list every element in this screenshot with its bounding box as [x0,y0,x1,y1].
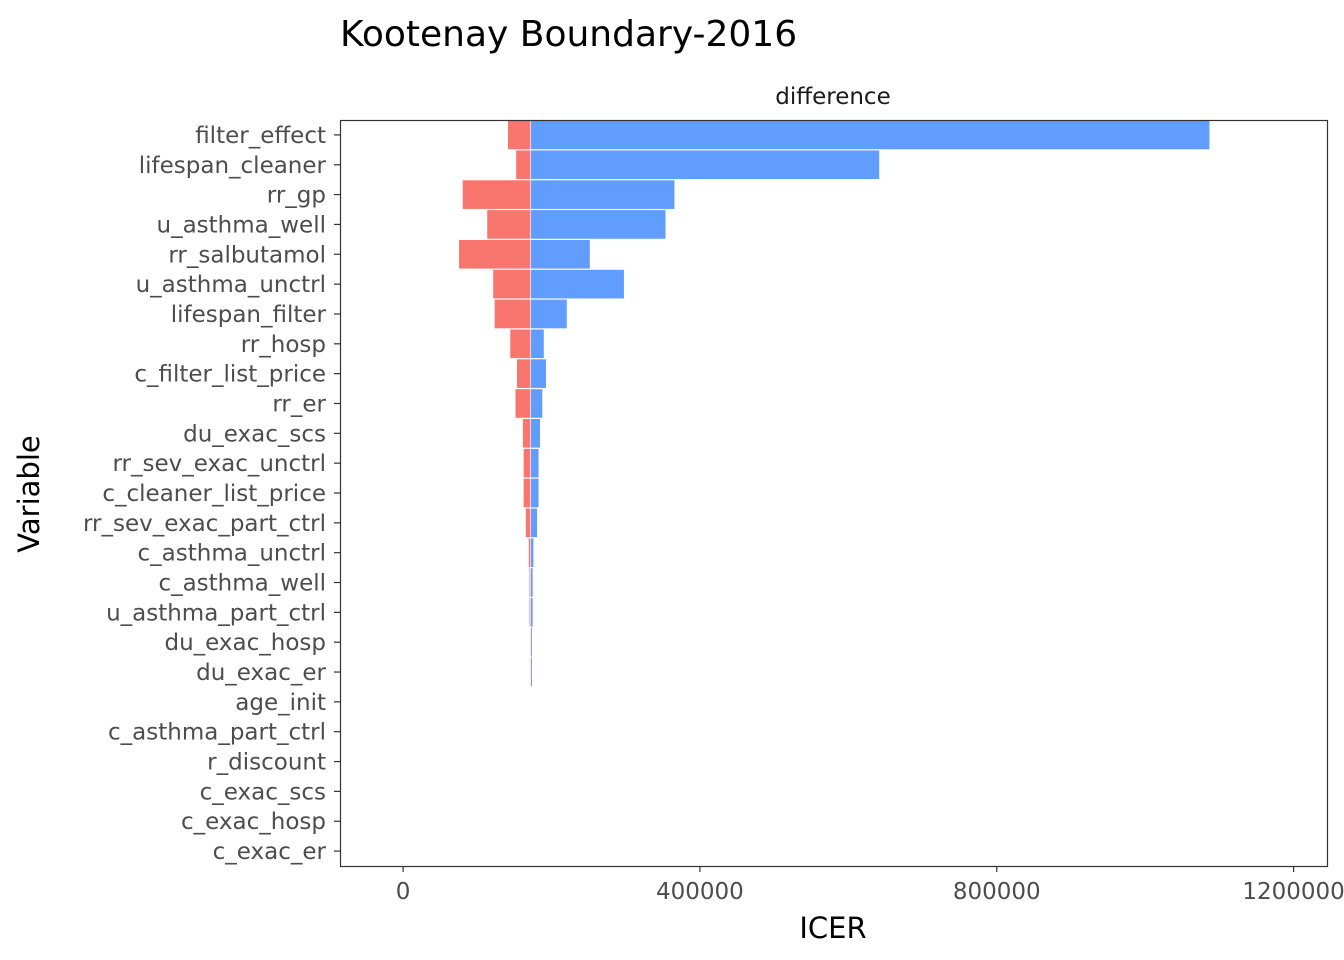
y-tick-label: c_exac_scs [200,779,326,805]
x-tick-label: 400000 [656,879,744,905]
bar-high-rr-salbutamol [530,239,591,270]
bar-low-c-filter-list-price [516,358,532,389]
bar-high-c-cleaner-list-price [530,478,540,508]
bar-high-rr-sev-exac-part-ctrl [530,507,538,538]
bar-high-c-exac-er [530,836,532,867]
y-tick-label: c_cleaner_list_price [102,481,326,507]
y-tick-label: filter_effect [195,123,326,149]
bar-low-rr-sev-exac-part-ctrl [525,507,532,538]
y-tick-label: c_exac_er [213,839,327,865]
y-tick-label: du_exac_hosp [164,630,326,656]
y-tick-label: u_asthma_unctrl [136,272,326,298]
y-tick-label: c_exac_hosp [181,809,326,835]
y-tick-label: du_exac_scs [183,421,326,447]
y-axis-title: Variable [12,435,46,552]
y-tick-label: lifespan_cleaner [139,153,327,179]
bar-high-c-filter-list-price [530,358,547,389]
y-tick-label: rr_er [272,391,326,417]
bar-high-c-asthma-part-ctrl [530,716,532,747]
panel-border [339,119,1329,868]
bar-low-rr-salbutamol [458,239,532,270]
bar-low-lifespan-cleaner [515,149,532,180]
facet-strip-label: difference [775,84,890,110]
bars-layer [458,119,1211,867]
bar-low-rr-sev-exac-unctrl [522,448,532,479]
y-tick-label: c_asthma_unctrl [138,541,326,567]
bar-low-c-cleaner-list-price [522,478,532,508]
bar-high-filter-effect [530,119,1211,150]
bar-high-u-asthma-unctrl [530,269,625,300]
y-tick-label: c_asthma_well [158,571,326,597]
bar-low-lifespan-filter [494,299,532,329]
y-tick-label: lifespan_filter [171,302,327,328]
y-tick-label: rr_gp [267,183,326,209]
y-tick-label: c_filter_list_price [134,362,326,388]
bar-high-du-exac-scs [530,418,541,449]
bar-high-u-asthma-part-ctrl [530,597,534,628]
bar-high-c-exac-scs [530,776,532,807]
bar-low-rr-er [514,388,532,419]
y-tick-label: rr_hosp [241,332,326,358]
bar-high-du-exac-er [530,657,533,687]
y-tick-label: u_asthma_well [157,212,327,238]
bar-low-du-exac-scs [522,418,532,449]
bar-high-rr-gp [530,179,675,210]
x-tick-label: 800000 [953,879,1041,905]
bar-high-rr-sev-exac-unctrl [530,448,540,479]
chart-title: Kootenay Boundary-2016 [340,14,797,55]
x-tick-label: 0 [396,879,411,905]
y-tick-label: age_init [235,690,326,716]
x-axis: 0 400000 800000 1200000 [396,866,1344,905]
bar-high-u-asthma-well [530,209,667,240]
bar-high-r-discount [530,746,532,777]
x-tick-label: 1200000 [1242,879,1344,905]
y-tick-label: c_asthma_part_ctrl [108,720,326,746]
bar-low-c-asthma-unctrl [528,537,532,568]
bar-high-c-asthma-well [530,567,534,598]
bar-low-rr-hosp [509,328,532,359]
bar-high-lifespan-filter [530,299,568,329]
bar-high-rr-hosp [530,328,545,359]
bar-low-u-asthma-well [486,209,532,240]
bar-high-c-asthma-unctrl [530,537,534,568]
y-tick-label: r_discount [207,750,326,776]
bar-high-du-exac-hosp [530,627,533,658]
bar-high-rr-er [530,388,543,419]
y-tick-label: rr_sev_exac_part_ctrl [83,511,326,537]
bar-low-rr-gp [462,179,532,210]
bar-high-c-exac-hosp [530,806,532,837]
y-tick-label: rr_salbutamol [168,242,326,268]
y-tick-label: u_asthma_part_ctrl [106,600,326,626]
bar-low-filter-effect [507,119,532,150]
y-tick-label: du_exac_er [196,660,326,686]
y-tick-label: rr_sev_exac_unctrl [112,451,326,477]
x-axis-title: ICER [799,911,866,945]
y-axis: filter_effect lifespan_cleaner rr_gp u_asth… [83,123,340,865]
bar-high-age-init [530,686,532,717]
bar-high-lifespan-cleaner [530,149,880,180]
bar-low-u-asthma-unctrl [492,269,532,300]
